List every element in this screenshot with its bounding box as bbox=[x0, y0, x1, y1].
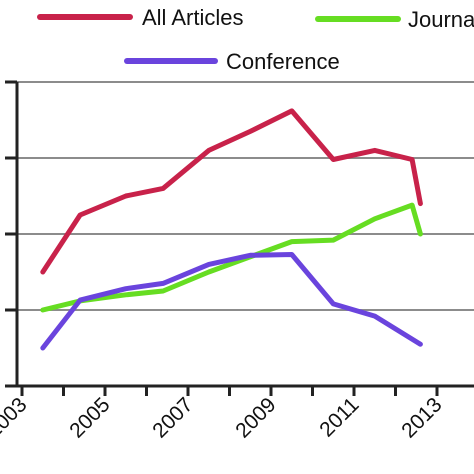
gridlines bbox=[17, 81, 474, 311]
series-lines bbox=[40, 108, 423, 351]
series-line-conference bbox=[40, 252, 423, 351]
legend-label-conference: Conference bbox=[226, 49, 340, 74]
axes bbox=[5, 80, 474, 396]
legend-label-all-articles: All Articles bbox=[142, 5, 243, 30]
legend: All Articles Journal Conference bbox=[37, 5, 474, 74]
x-tick-label: 2009 bbox=[231, 393, 280, 442]
x-tick-label: 2007 bbox=[148, 393, 197, 442]
x-tick-labels: 2003 2005 2007 2009 2011 2013 bbox=[0, 393, 447, 442]
series-line-all-articles bbox=[40, 108, 423, 275]
x-tick-label: 2003 bbox=[0, 393, 32, 442]
x-tick-label: 2005 bbox=[65, 393, 114, 442]
x-tick-label: 2011 bbox=[315, 393, 363, 441]
x-tick-label: 2013 bbox=[397, 393, 446, 442]
legend-label-journal: Journal bbox=[408, 7, 474, 32]
